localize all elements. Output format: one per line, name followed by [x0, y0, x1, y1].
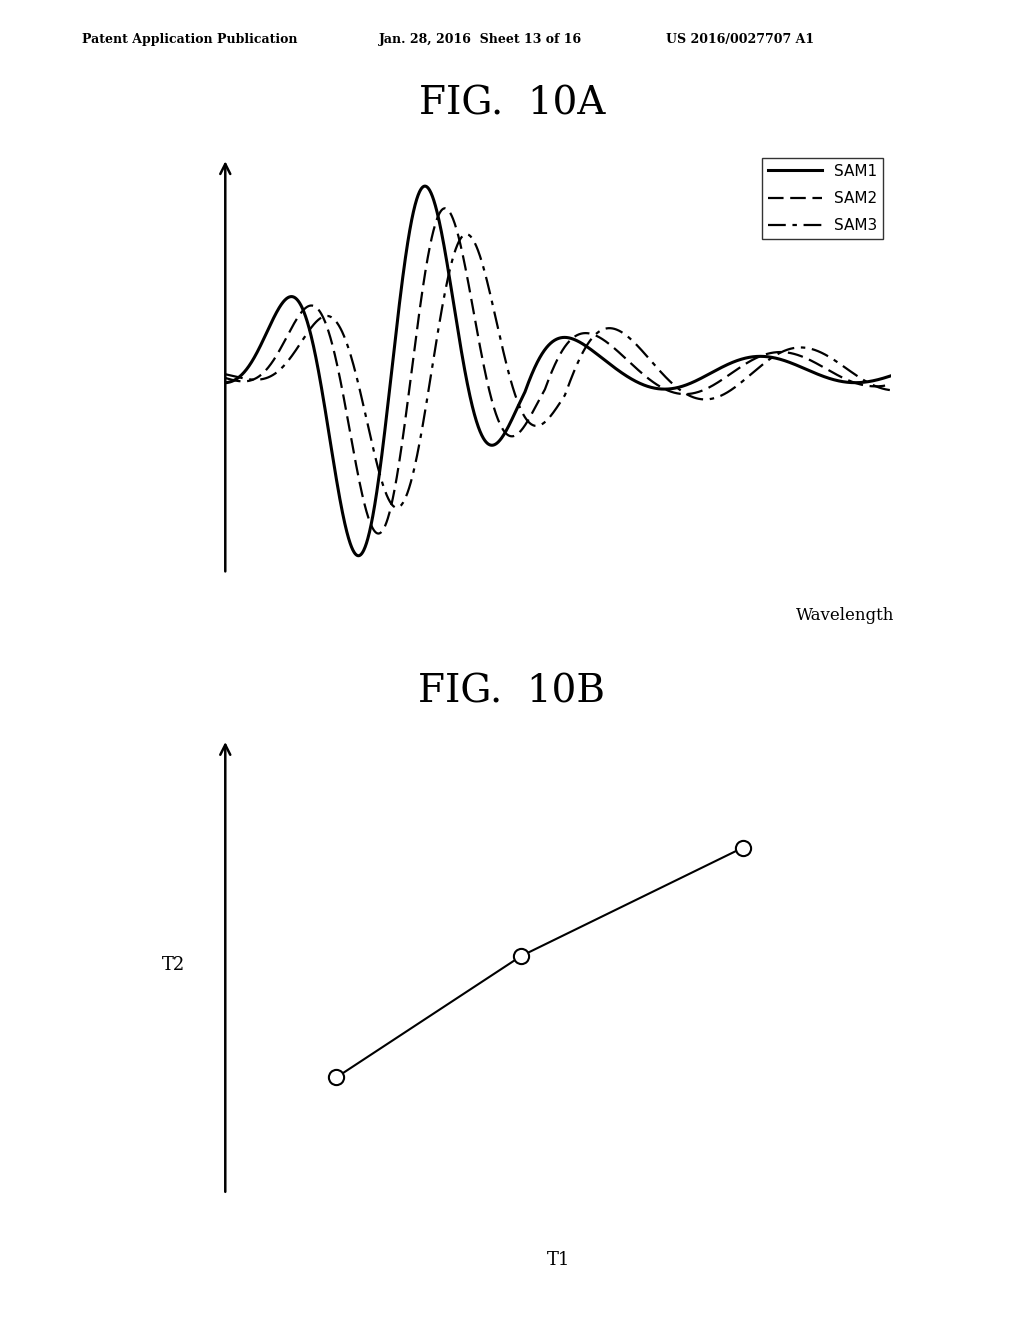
Text: FIG.  10A: FIG. 10A — [419, 86, 605, 123]
Point — [735, 837, 752, 858]
Text: Patent Application Publication: Patent Application Publication — [82, 33, 297, 46]
Text: FIG.  10B: FIG. 10B — [419, 673, 605, 710]
Text: US 2016/0027707 A1: US 2016/0027707 A1 — [666, 33, 814, 46]
Text: Wavelength: Wavelength — [796, 607, 894, 624]
Text: Jan. 28, 2016  Sheet 13 of 16: Jan. 28, 2016 Sheet 13 of 16 — [379, 33, 582, 46]
Point — [328, 1067, 344, 1088]
Text: T1: T1 — [547, 1251, 569, 1269]
Text: T2: T2 — [162, 956, 185, 974]
Point — [513, 945, 529, 966]
Legend: SAM1, SAM2, SAM3: SAM1, SAM2, SAM3 — [762, 157, 884, 239]
